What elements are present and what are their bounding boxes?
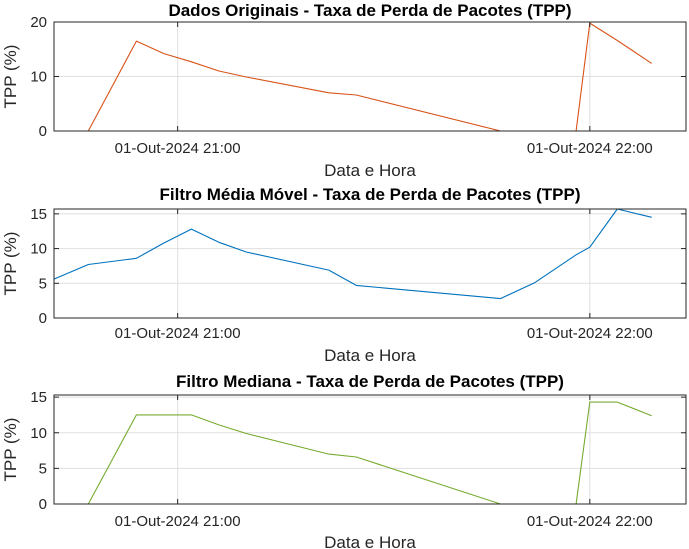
x-axis-label: Data e Hora	[324, 533, 416, 549]
y-tick-label: 10	[30, 241, 47, 258]
chart-title-1: Dados Originais - Taxa de Perda de Pacot…	[168, 1, 571, 20]
y-axis-label: TPP (%)	[1, 232, 20, 296]
y-tick-label: 0	[39, 496, 47, 513]
x-axis-label: Data e Hora	[324, 161, 416, 180]
x-tick-label: 01-Out-2024 21:00	[115, 513, 241, 530]
y-tick-label: 10	[30, 69, 47, 86]
x-tick-label: 01-Out-2024 22:00	[527, 513, 653, 530]
y-tick-label: 5	[39, 275, 47, 292]
y-tick-label: 15	[30, 206, 47, 223]
y-tick-label: 0	[39, 310, 47, 327]
x-tick-label: 01-Out-2024 21:00	[115, 325, 241, 342]
series-line-2	[53, 208, 652, 300]
chart-title-2: Filtro Média Móvel - Taxa de Perda de Pa…	[159, 185, 580, 204]
x-tick-label: 01-Out-2024 22:00	[527, 325, 653, 342]
chart-title-3: Filtro Mediana - Taxa de Perda de Pacote…	[176, 372, 564, 391]
plot-area-2	[54, 209, 686, 318]
x-axis-label: Data e Hora	[324, 346, 416, 365]
x-tick-label: 01-Out-2024 21:00	[115, 140, 241, 157]
axes-box-3	[53, 394, 687, 505]
x-tick-label: 01-Out-2024 22:00	[527, 140, 653, 157]
y-tick-label: 15	[30, 389, 47, 406]
plot-area-3	[54, 395, 686, 504]
y-tick-label: 0	[39, 123, 47, 140]
y-tick-label: 5	[39, 460, 47, 477]
y-tick-label: 10	[30, 425, 47, 442]
series-line-3	[54, 401, 652, 505]
y-axis-label: TPP (%)	[1, 418, 20, 482]
y-tick-label: 20	[30, 14, 47, 31]
axes-box-2	[53, 208, 687, 319]
series-line-1	[54, 22, 653, 132]
y-axis-label: TPP (%)	[1, 45, 20, 109]
